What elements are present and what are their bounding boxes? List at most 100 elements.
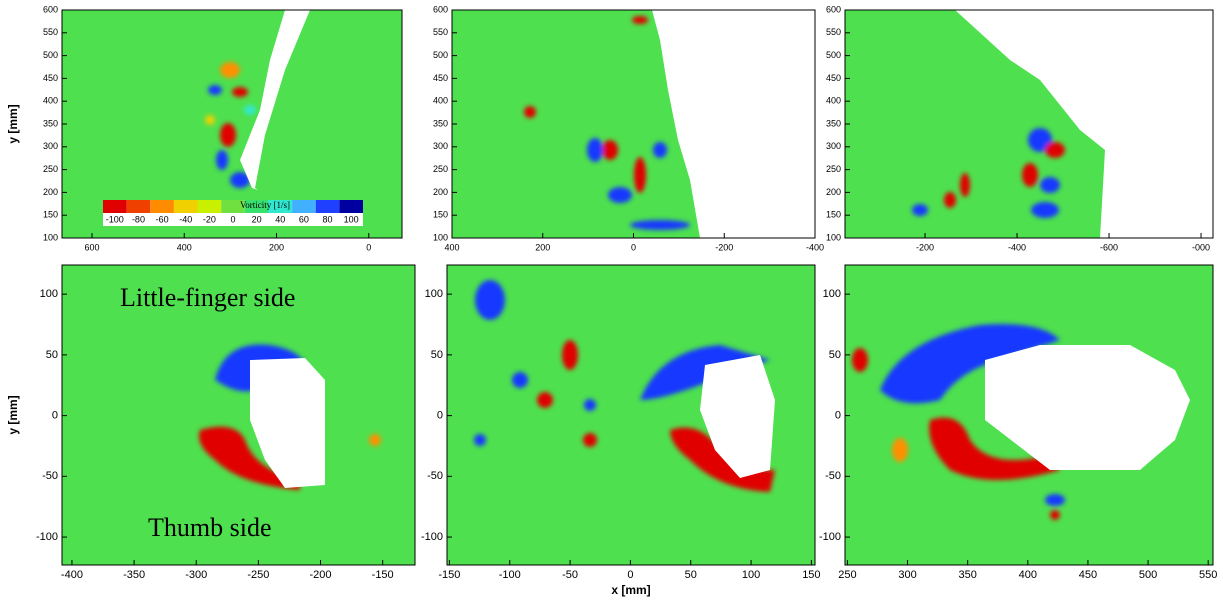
y-tick-label: 500 [43,50,58,60]
x-tick-label: 450 [1079,569,1097,581]
colorbar-tick-label: 100 [344,214,359,224]
y-tick-label: 50 [431,349,443,361]
x-tick-label: -600 [1100,242,1118,252]
y-axis-label: y [mm] [6,395,20,434]
colorbar-swatch [292,200,316,213]
annotation: Little-finger side [120,283,295,312]
y-tick-label: 0 [835,410,841,422]
y-tick-label: 100 [40,288,58,300]
y-tick-label: 600 [433,4,448,14]
y-tick-label: -50 [825,470,841,482]
x-tick-label: 400 [177,242,192,252]
x-tick-label: -150 [372,569,394,581]
x-tick-label: 50 [685,569,697,581]
y-tick-label: 450 [826,73,841,83]
y-tick-label: 200 [826,187,841,197]
y-tick-label: -100 [36,531,58,543]
y-tick-label: 550 [433,27,448,37]
y-tick-label: 250 [826,164,841,174]
y-tick-label: 100 [425,288,443,300]
x-tick-label: -300 [185,569,207,581]
y-tick-label: 0 [437,410,443,422]
colorbar-swatch [103,200,127,213]
colorbar-swatch [198,200,222,213]
x-tick-label: 0 [366,242,371,252]
x-tick-label: 350 [958,569,976,581]
y-tick-label: 100 [823,288,841,300]
y-tick-label: 500 [826,50,841,60]
x-tick-label: 0 [631,242,636,252]
y-tick-label: 400 [43,96,58,106]
y-tick-label: 350 [433,118,448,128]
colorbar-tick-label: 40 [275,214,285,224]
y-tick-label: 300 [433,141,448,151]
colorbar-tick-label: -100 [106,214,124,224]
colorbar-tick-label: -20 [203,214,216,224]
x-tick-label: -000 [1192,242,1210,252]
field [452,10,815,238]
annotation: Thumb side [148,513,272,542]
colorbar-swatch [339,200,363,213]
x-tick-label: -250 [247,569,269,581]
y-tick-label: 350 [43,118,58,128]
y-tick-label: -50 [427,470,443,482]
y-tick-label: 100 [433,232,448,242]
y-tick-label: 150 [43,210,58,220]
colorbar-tick-label: -60 [156,214,169,224]
y-tick-label: 550 [826,27,841,37]
y-tick-label: 100 [826,232,841,242]
y-tick-label: -100 [421,531,443,543]
y-tick-label: 200 [433,187,448,197]
colorbar-tick-label: 60 [299,214,309,224]
colorbar-tick-label: 80 [323,214,333,224]
x-tick-label: 100 [742,569,760,581]
y-tick-label: 150 [433,210,448,220]
colorbar-title: Vorticity [1/s] [240,200,290,210]
y-tick-label: 550 [43,27,58,37]
y-tick-label: 400 [826,96,841,106]
x-tick-label: -200 [310,569,332,581]
field [845,10,1213,238]
x-tick-label: 300 [898,569,916,581]
y-tick-label: 450 [433,73,448,83]
colorbar-swatch [127,200,151,213]
x-tick-label: 400 [444,242,459,252]
colorbar-swatch [174,200,198,213]
x-tick-label: -400 [806,242,824,252]
colorbar-swatch [316,200,340,213]
y-tick-label: 200 [43,187,58,197]
y-tick-label: -50 [42,470,58,482]
x-tick-label: -150 [438,569,460,581]
x-tick-label: 200 [269,242,284,252]
figure: 6004002000100150200250300350400450500550… [0,0,1223,601]
x-tick-label: 250 [838,569,856,581]
y-tick-label: 150 [826,210,841,220]
y-tick-label: 450 [43,73,58,83]
x-tick-label: 400 [1019,569,1037,581]
y-tick-label: 600 [43,4,58,14]
field [845,265,1213,565]
y-tick-label: 50 [829,349,841,361]
x-tick-label: 600 [84,242,99,252]
x-tick-label: 0 [627,569,633,581]
x-tick-label: -200 [715,242,733,252]
y-tick-label: 100 [43,232,58,242]
x-tick-label: -350 [123,569,145,581]
y-tick-label: 250 [43,164,58,174]
y-tick-label: 600 [826,4,841,14]
y-tick-label: 350 [826,118,841,128]
y-tick-label: 500 [433,50,448,60]
y-tick-label: 400 [433,96,448,106]
colorbar-tick-label: -40 [179,214,192,224]
colorbar-tick-label: 0 [230,214,235,224]
x-tick-label: -100 [499,569,521,581]
colorbar-tick-label: -80 [132,214,145,224]
x-tick-label: -400 [1008,242,1026,252]
colorbar-tick-label: 20 [252,214,262,224]
x-tick-label: 150 [802,569,820,581]
y-tick-label: 50 [46,349,58,361]
y-tick-label: 300 [826,141,841,151]
x-tick-label: -400 [61,569,83,581]
x-tick-label: -50 [562,569,578,581]
x-tick-label: 200 [535,242,550,252]
